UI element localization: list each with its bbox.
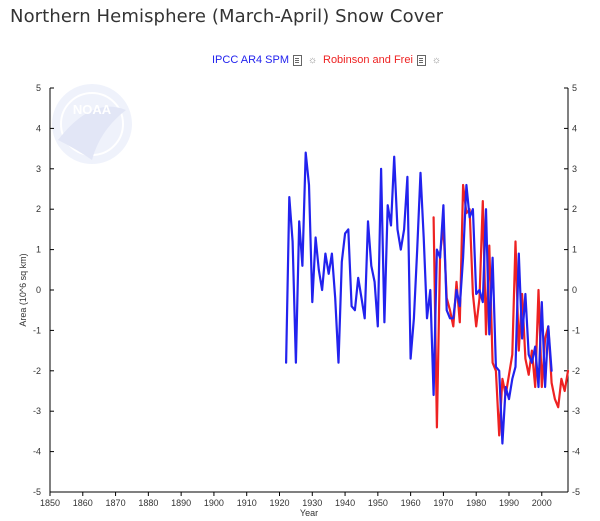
x-tick-label: 1850 bbox=[40, 498, 60, 508]
legend: IPCC AR4 SPM ☼ Robinson and Frei ☼ bbox=[0, 54, 600, 70]
y-tick-label-right: 5 bbox=[572, 83, 577, 93]
y-tick-label-right: 3 bbox=[572, 164, 577, 174]
x-tick-label: 1980 bbox=[466, 498, 486, 508]
y-tick-label-left: 3 bbox=[36, 164, 41, 174]
y-tick-label-left: 2 bbox=[36, 204, 41, 214]
y-tick-label-right: -2 bbox=[572, 366, 580, 376]
noaa-logo: NOAA bbox=[52, 84, 132, 164]
x-tick-label: 1930 bbox=[302, 498, 322, 508]
y-tick-label-left: -4 bbox=[33, 447, 41, 457]
x-tick-label: 1920 bbox=[269, 498, 289, 508]
y-tick-label-left: 4 bbox=[36, 123, 41, 133]
y-axis-title: Area (10^6 sq km) bbox=[18, 253, 28, 326]
y-tick-label-left: -5 bbox=[33, 487, 41, 497]
x-tick-label: 2000 bbox=[532, 498, 552, 508]
gear-icon[interactable]: ☼ bbox=[308, 54, 318, 66]
legend-label-ipcc: IPCC AR4 SPM bbox=[212, 54, 290, 66]
noaa-logo-text: NOAA bbox=[73, 102, 112, 117]
chart-title: Northern Hemisphere (March-April) Snow C… bbox=[10, 6, 444, 27]
legend-item-ipcc[interactable]: IPCC AR4 SPM ☼ bbox=[212, 54, 317, 66]
document-icon[interactable] bbox=[416, 54, 426, 66]
gear-icon[interactable]: ☼ bbox=[431, 54, 442, 66]
axes: -5 -5 -4 -4 -3 -3 -2 -2 -1 -1 0 0 1 1 2 2 3 3 4 4 5 5 1850 1860… bbox=[18, 83, 580, 518]
x-tick-label: 1860 bbox=[73, 498, 93, 508]
y-tick-label-right: -1 bbox=[572, 325, 580, 335]
document-icon[interactable] bbox=[293, 54, 303, 66]
x-tick-label: 1970 bbox=[433, 498, 453, 508]
x-tick-label: 1910 bbox=[237, 498, 257, 508]
y-tick-label-left: 5 bbox=[36, 83, 41, 93]
x-tick-label: 1960 bbox=[401, 498, 421, 508]
y-tick-label-right: 0 bbox=[572, 285, 577, 295]
series-layer bbox=[285, 151, 570, 445]
y-tick-label-right: 4 bbox=[572, 123, 577, 133]
legend-item-robinson-frei[interactable]: Robinson and Frei ☼ bbox=[323, 54, 441, 66]
y-tick-label-right: -3 bbox=[572, 406, 580, 416]
x-tick-label: 1900 bbox=[204, 498, 224, 508]
y-tick-label-left: -1 bbox=[33, 325, 41, 335]
legend-label-robinson-frei: Robinson and Frei bbox=[323, 54, 413, 66]
x-tick-label: 1990 bbox=[499, 498, 519, 508]
y-tick-label-right: 2 bbox=[572, 204, 577, 214]
x-axis-title: Year bbox=[300, 508, 318, 518]
x-tick-label: 1950 bbox=[368, 498, 388, 508]
x-tick-label: 1870 bbox=[106, 498, 126, 508]
y-tick-label-left: 1 bbox=[36, 245, 41, 255]
y-tick-label-right: 1 bbox=[572, 245, 577, 255]
y-tick-label-left: -2 bbox=[33, 366, 41, 376]
y-tick-label-right: -4 bbox=[572, 447, 580, 457]
y-tick-label-left: 0 bbox=[36, 285, 41, 295]
x-tick-label: 1880 bbox=[138, 498, 158, 508]
y-tick-label-left: -3 bbox=[33, 406, 41, 416]
series-line-ipcc-ar4-spm[interactable] bbox=[285, 151, 553, 445]
y-tick-label-right: -5 bbox=[572, 487, 580, 497]
x-tick-label: 1940 bbox=[335, 498, 355, 508]
x-tick-label: 1890 bbox=[171, 498, 191, 508]
